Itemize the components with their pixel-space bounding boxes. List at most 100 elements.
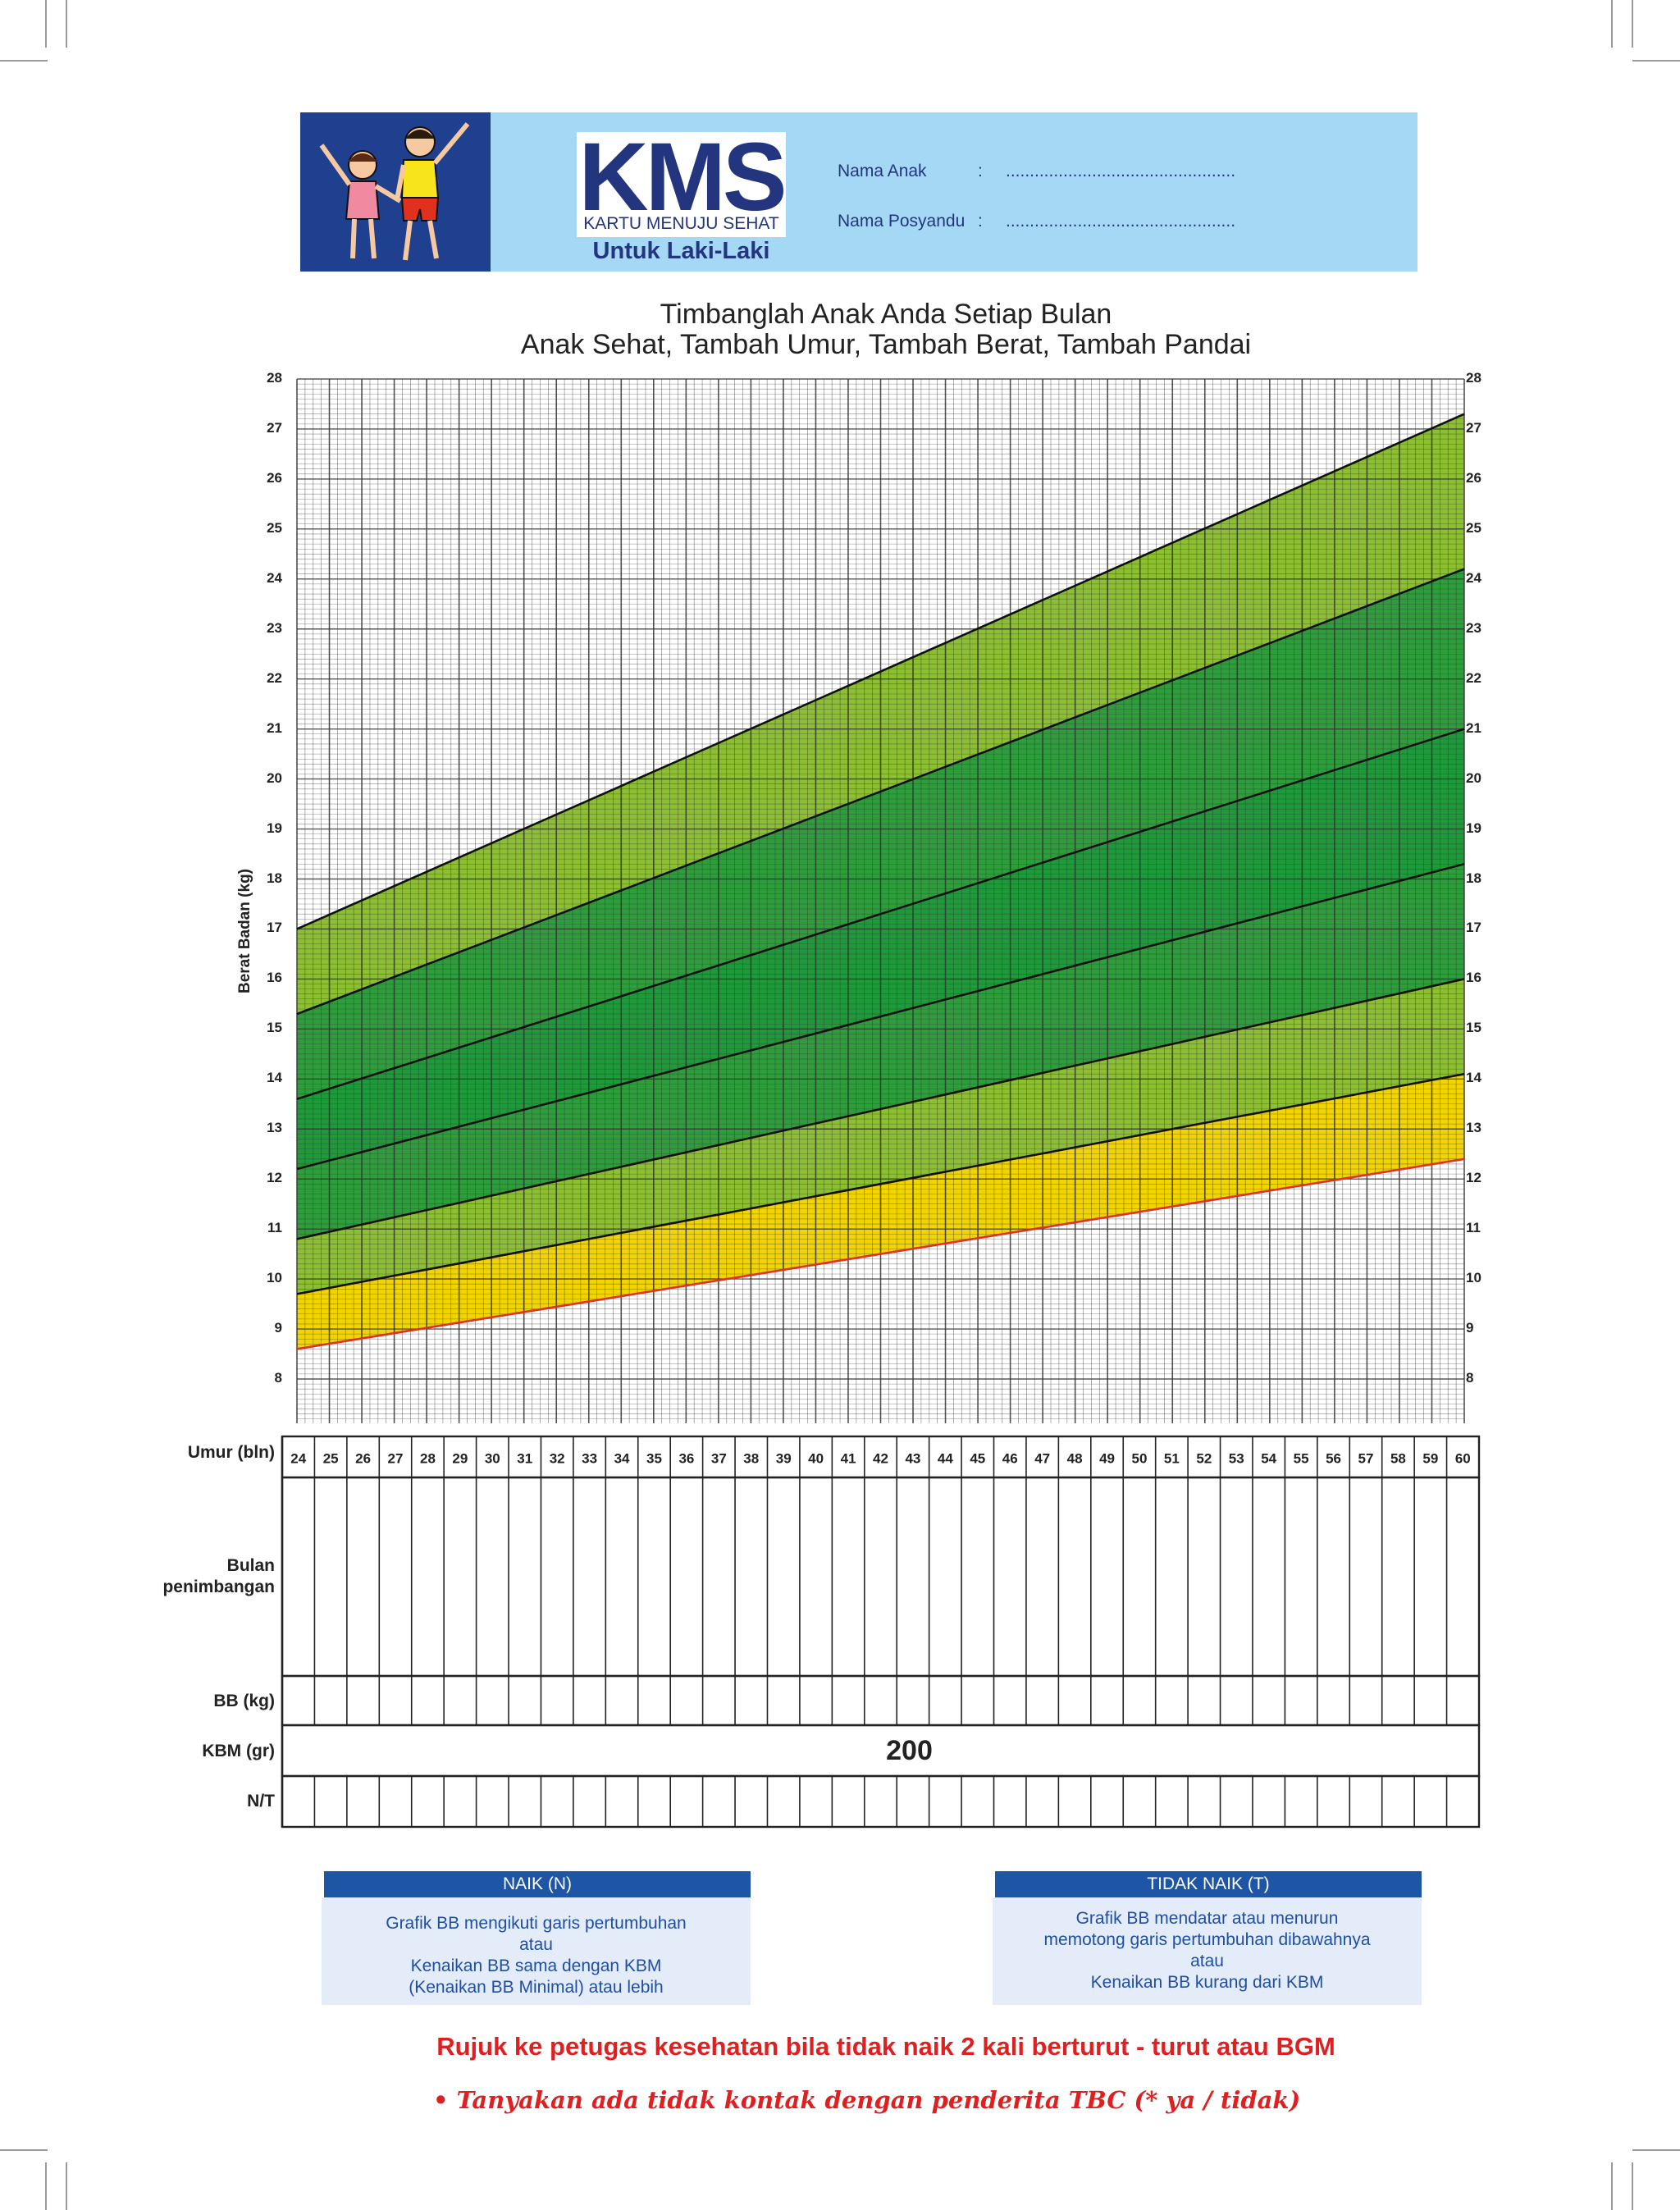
field-label-nama-posyandu: Nama Posyandu <box>838 212 966 231</box>
row-label-kbm: KBM (gr) <box>202 1742 275 1760</box>
chart-title-line2: Anak Sehat, Tambah Umur, Tambah Berat, T… <box>520 329 1252 360</box>
growth-curve <box>296 1158 1465 1350</box>
y-tick-label: 8 <box>1466 1370 1474 1386</box>
y-tick-label: 25 <box>267 519 282 536</box>
x-tick-label: 51 <box>1164 1450 1180 1466</box>
y-tick-label: 19 <box>267 820 282 836</box>
header-banner: KMS KARTU MENUJU SEHAT Untuk Laki-Laki N… <box>300 112 1418 272</box>
y-tick-label: 11 <box>267 1220 282 1236</box>
y-tick-label: 21 <box>267 719 282 736</box>
y-tick-label: 17 <box>1466 920 1481 936</box>
y-tick-label: 14 <box>1466 1070 1481 1086</box>
tidak-naik-line: Grafik BB mendatar atau menurun <box>1075 1909 1339 1928</box>
y-tick-label: 16 <box>267 970 282 986</box>
naik-line: Kenaikan BB sama dengan KBM <box>410 1957 662 1975</box>
y-tick-label: 28 <box>267 370 282 386</box>
y-tick-label: 12 <box>1466 1170 1481 1186</box>
x-tick-label: 25 <box>323 1450 339 1466</box>
x-tick-label: 30 <box>485 1450 500 1466</box>
y-tick-label: 19 <box>1466 820 1481 836</box>
x-tick-label: 31 <box>517 1450 532 1466</box>
y-tick-label: 13 <box>267 1120 282 1136</box>
field-value-nama-posyandu[interactable]: ........................................… <box>1006 212 1236 231</box>
y-tick-label: 11 <box>1466 1220 1481 1236</box>
y-tick-label: 20 <box>267 769 282 786</box>
y-tick-label: 16 <box>1466 970 1481 986</box>
x-tick-label: 32 <box>550 1450 565 1466</box>
x-tick-label: 36 <box>678 1450 694 1466</box>
y-tick-label: 9 <box>1466 1320 1474 1336</box>
x-tick-label: 55 <box>1294 1450 1309 1466</box>
gender-label: Untuk Laki-Laki <box>592 238 770 264</box>
x-tick-label: 44 <box>938 1450 953 1466</box>
x-tick-label: 40 <box>808 1450 824 1466</box>
tidak-naik-line: Kenaikan BB kurang dari KBM <box>1090 1973 1324 1992</box>
naik-heading: NAIK (N) <box>324 1871 751 1897</box>
x-tick-label: 59 <box>1422 1450 1438 1466</box>
crop-mark <box>1632 2149 1680 2151</box>
x-tick-label: 46 <box>1002 1450 1018 1466</box>
table-row <box>281 1774 1481 1829</box>
growth-chart <box>296 378 1465 1423</box>
crop-mark <box>1632 2162 1633 2210</box>
referral-warning: Rujuk ke petugas kesehatan bila tidak na… <box>436 2032 1335 2061</box>
tidak-naik-heading: TIDAK NAIK (T) <box>995 1871 1422 1897</box>
y-tick-label: 26 <box>267 469 282 486</box>
x-tick-label: 57 <box>1358 1450 1374 1466</box>
x-tick-label: 39 <box>776 1450 792 1466</box>
y-tick-label: 25 <box>1466 519 1481 536</box>
y-tick-label: 17 <box>267 920 282 936</box>
x-tick-label: 42 <box>873 1450 888 1466</box>
growth-curve <box>296 413 1465 930</box>
table-row <box>281 1476 1481 1678</box>
table-row <box>281 1674 1481 1727</box>
x-tick-label: 28 <box>420 1450 436 1466</box>
y-tick-label: 13 <box>1466 1120 1481 1136</box>
chart-title-line1: Timbanglah Anak Anda Setiap Bulan <box>660 299 1112 330</box>
y-tick-label: 15 <box>267 1020 282 1036</box>
field-value-nama-anak[interactable]: ........................................… <box>1006 162 1236 180</box>
growth-curve <box>296 728 1465 1100</box>
crop-mark <box>0 2149 48 2151</box>
logo-subtitle: KARTU MENUJU SEHAT <box>583 214 779 233</box>
x-tick-label: 58 <box>1390 1450 1406 1466</box>
y-tick-label: 18 <box>267 870 282 886</box>
x-tick-label: 56 <box>1326 1450 1341 1466</box>
x-tick-label: 34 <box>614 1450 630 1466</box>
y-tick-label: 15 <box>1466 1020 1481 1036</box>
row-label-bb: BB (kg) <box>213 1692 275 1710</box>
x-tick-label: 49 <box>1099 1450 1115 1466</box>
x-tick-label: 35 <box>646 1450 662 1466</box>
x-tick-label: 33 <box>582 1450 597 1466</box>
crop-mark <box>1611 2162 1613 2210</box>
x-tick-label: 45 <box>970 1450 985 1466</box>
kms-logo: KMS KARTU MENUJU SEHAT <box>577 129 788 237</box>
y-tick-label: 27 <box>267 419 282 436</box>
x-tick-label: 37 <box>711 1450 727 1466</box>
children-illustration <box>300 112 491 272</box>
weighing-table: 24 25 26 27 28 29 30 31 32 33 34 35 36 37 38 39 40 41 42 43… <box>281 1435 1481 1829</box>
growth-curve <box>296 862 1465 1171</box>
crop-mark <box>1632 60 1680 62</box>
x-tick-label: 50 <box>1131 1450 1147 1466</box>
y-tick-label: 10 <box>267 1270 282 1286</box>
crop-mark <box>66 0 67 48</box>
x-tick-label: 52 <box>1196 1450 1212 1466</box>
y-tick-label: 9 <box>274 1320 282 1336</box>
growth-curve <box>296 978 1465 1240</box>
y-tick-label: 24 <box>1466 569 1481 586</box>
field-separator: : <box>978 162 983 180</box>
kbm-value: 200 <box>886 1735 933 1766</box>
crop-mark <box>45 2162 47 2210</box>
crop-mark <box>45 0 47 48</box>
y-tick-label: 18 <box>1466 870 1481 886</box>
x-tick-label: 48 <box>1067 1450 1083 1466</box>
crop-mark <box>1632 0 1633 48</box>
x-tick-label: 53 <box>1229 1450 1244 1466</box>
x-tick-label: 47 <box>1034 1450 1050 1466</box>
x-tick-label: 26 <box>355 1450 371 1466</box>
kbm-row <box>281 1724 1481 1778</box>
row-label-nt: N/T <box>247 1792 275 1810</box>
y-tick-label: 8 <box>274 1370 282 1386</box>
x-tick-label: 27 <box>388 1450 404 1466</box>
